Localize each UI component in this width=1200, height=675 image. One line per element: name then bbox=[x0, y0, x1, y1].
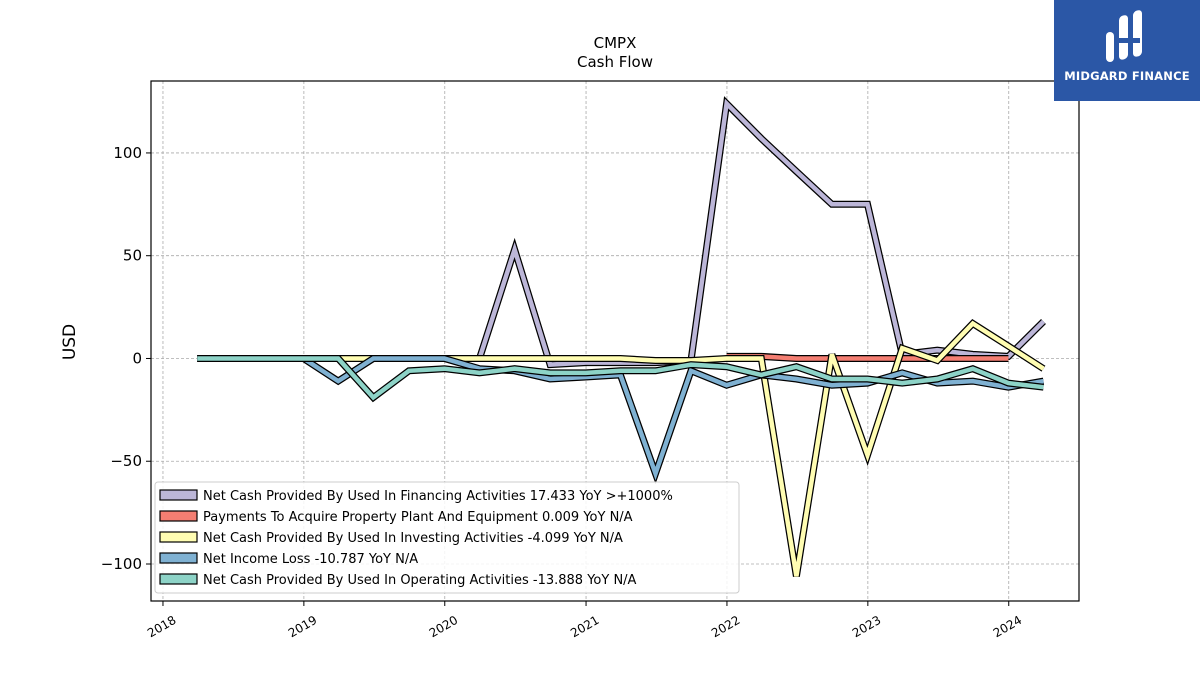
legend-label: Net Cash Provided By Used In Financing A… bbox=[203, 489, 673, 504]
legend-swatch bbox=[159, 573, 198, 585]
series-lines bbox=[197, 96, 1046, 577]
series-line-core bbox=[197, 356, 1044, 481]
x-tick-label: 2023 bbox=[850, 613, 883, 640]
legend-item: Payments To Acquire Property Plant And E… bbox=[159, 510, 633, 525]
legend-label: Net Cash Provided By Used In Operating A… bbox=[203, 573, 637, 588]
series-line bbox=[197, 96, 1046, 369]
brand-name: MIDGARD FINANCE bbox=[1064, 69, 1190, 83]
x-tick-label: 2022 bbox=[709, 613, 742, 640]
legend-item: Net Cash Provided By Used In Operating A… bbox=[159, 573, 637, 588]
legend-box bbox=[154, 481, 740, 594]
legend-label: Net Cash Provided By Used In Investing A… bbox=[203, 531, 623, 546]
legend-item: Net Cash Provided By Used In Investing A… bbox=[159, 531, 623, 546]
chart-subtitle: Cash Flow bbox=[577, 53, 653, 71]
x-tick-label: 2018 bbox=[145, 613, 178, 640]
series-line-core bbox=[197, 356, 1044, 401]
plot-area-frame bbox=[150, 80, 1080, 602]
series-line bbox=[197, 355, 1045, 485]
brand-logo: MIDGARD FINANCE bbox=[1054, 0, 1200, 101]
series-line-core bbox=[726, 354, 1009, 361]
grid bbox=[151, 81, 1079, 601]
y-axis: −100 −50 0 50 100 bbox=[101, 144, 151, 573]
brand-logo-icon bbox=[1106, 10, 1142, 62]
legend: Net Cash Provided By Used In Financing A… bbox=[154, 481, 740, 594]
series-line-outline bbox=[197, 96, 1046, 369]
x-axis: 2018 2019 2020 2021 2022 2023 2024 bbox=[145, 601, 1024, 640]
x-tick-label: 2024 bbox=[991, 613, 1024, 640]
legend-swatch bbox=[159, 489, 198, 501]
series-line bbox=[726, 352, 1009, 362]
legend-label: Payments To Acquire Property Plant And E… bbox=[203, 510, 633, 525]
y-tick-label: 100 bbox=[113, 144, 142, 162]
x-tick-label: 2020 bbox=[427, 613, 460, 640]
y-axis-label: USD bbox=[60, 324, 80, 360]
y-tick-label: −100 bbox=[101, 555, 142, 573]
y-tick-label: 50 bbox=[123, 247, 142, 265]
legend-label: Net Income Loss -10.787 YoY N/A bbox=[203, 552, 418, 567]
x-tick-label: 2019 bbox=[286, 613, 319, 640]
series-line-core bbox=[197, 98, 1046, 367]
legend-swatch bbox=[159, 552, 198, 564]
chart-title: CMPX bbox=[594, 34, 637, 52]
legend-item: Net Cash Provided By Used In Financing A… bbox=[159, 489, 673, 504]
y-tick-label: −50 bbox=[110, 452, 142, 470]
y-tick-label: 0 bbox=[132, 349, 142, 367]
legend-swatch bbox=[159, 510, 198, 522]
series-line bbox=[197, 355, 1044, 403]
x-tick-label: 2021 bbox=[568, 613, 601, 640]
legend-swatch bbox=[159, 531, 198, 543]
legend-item: Net Income Loss -10.787 YoY N/A bbox=[159, 552, 418, 567]
